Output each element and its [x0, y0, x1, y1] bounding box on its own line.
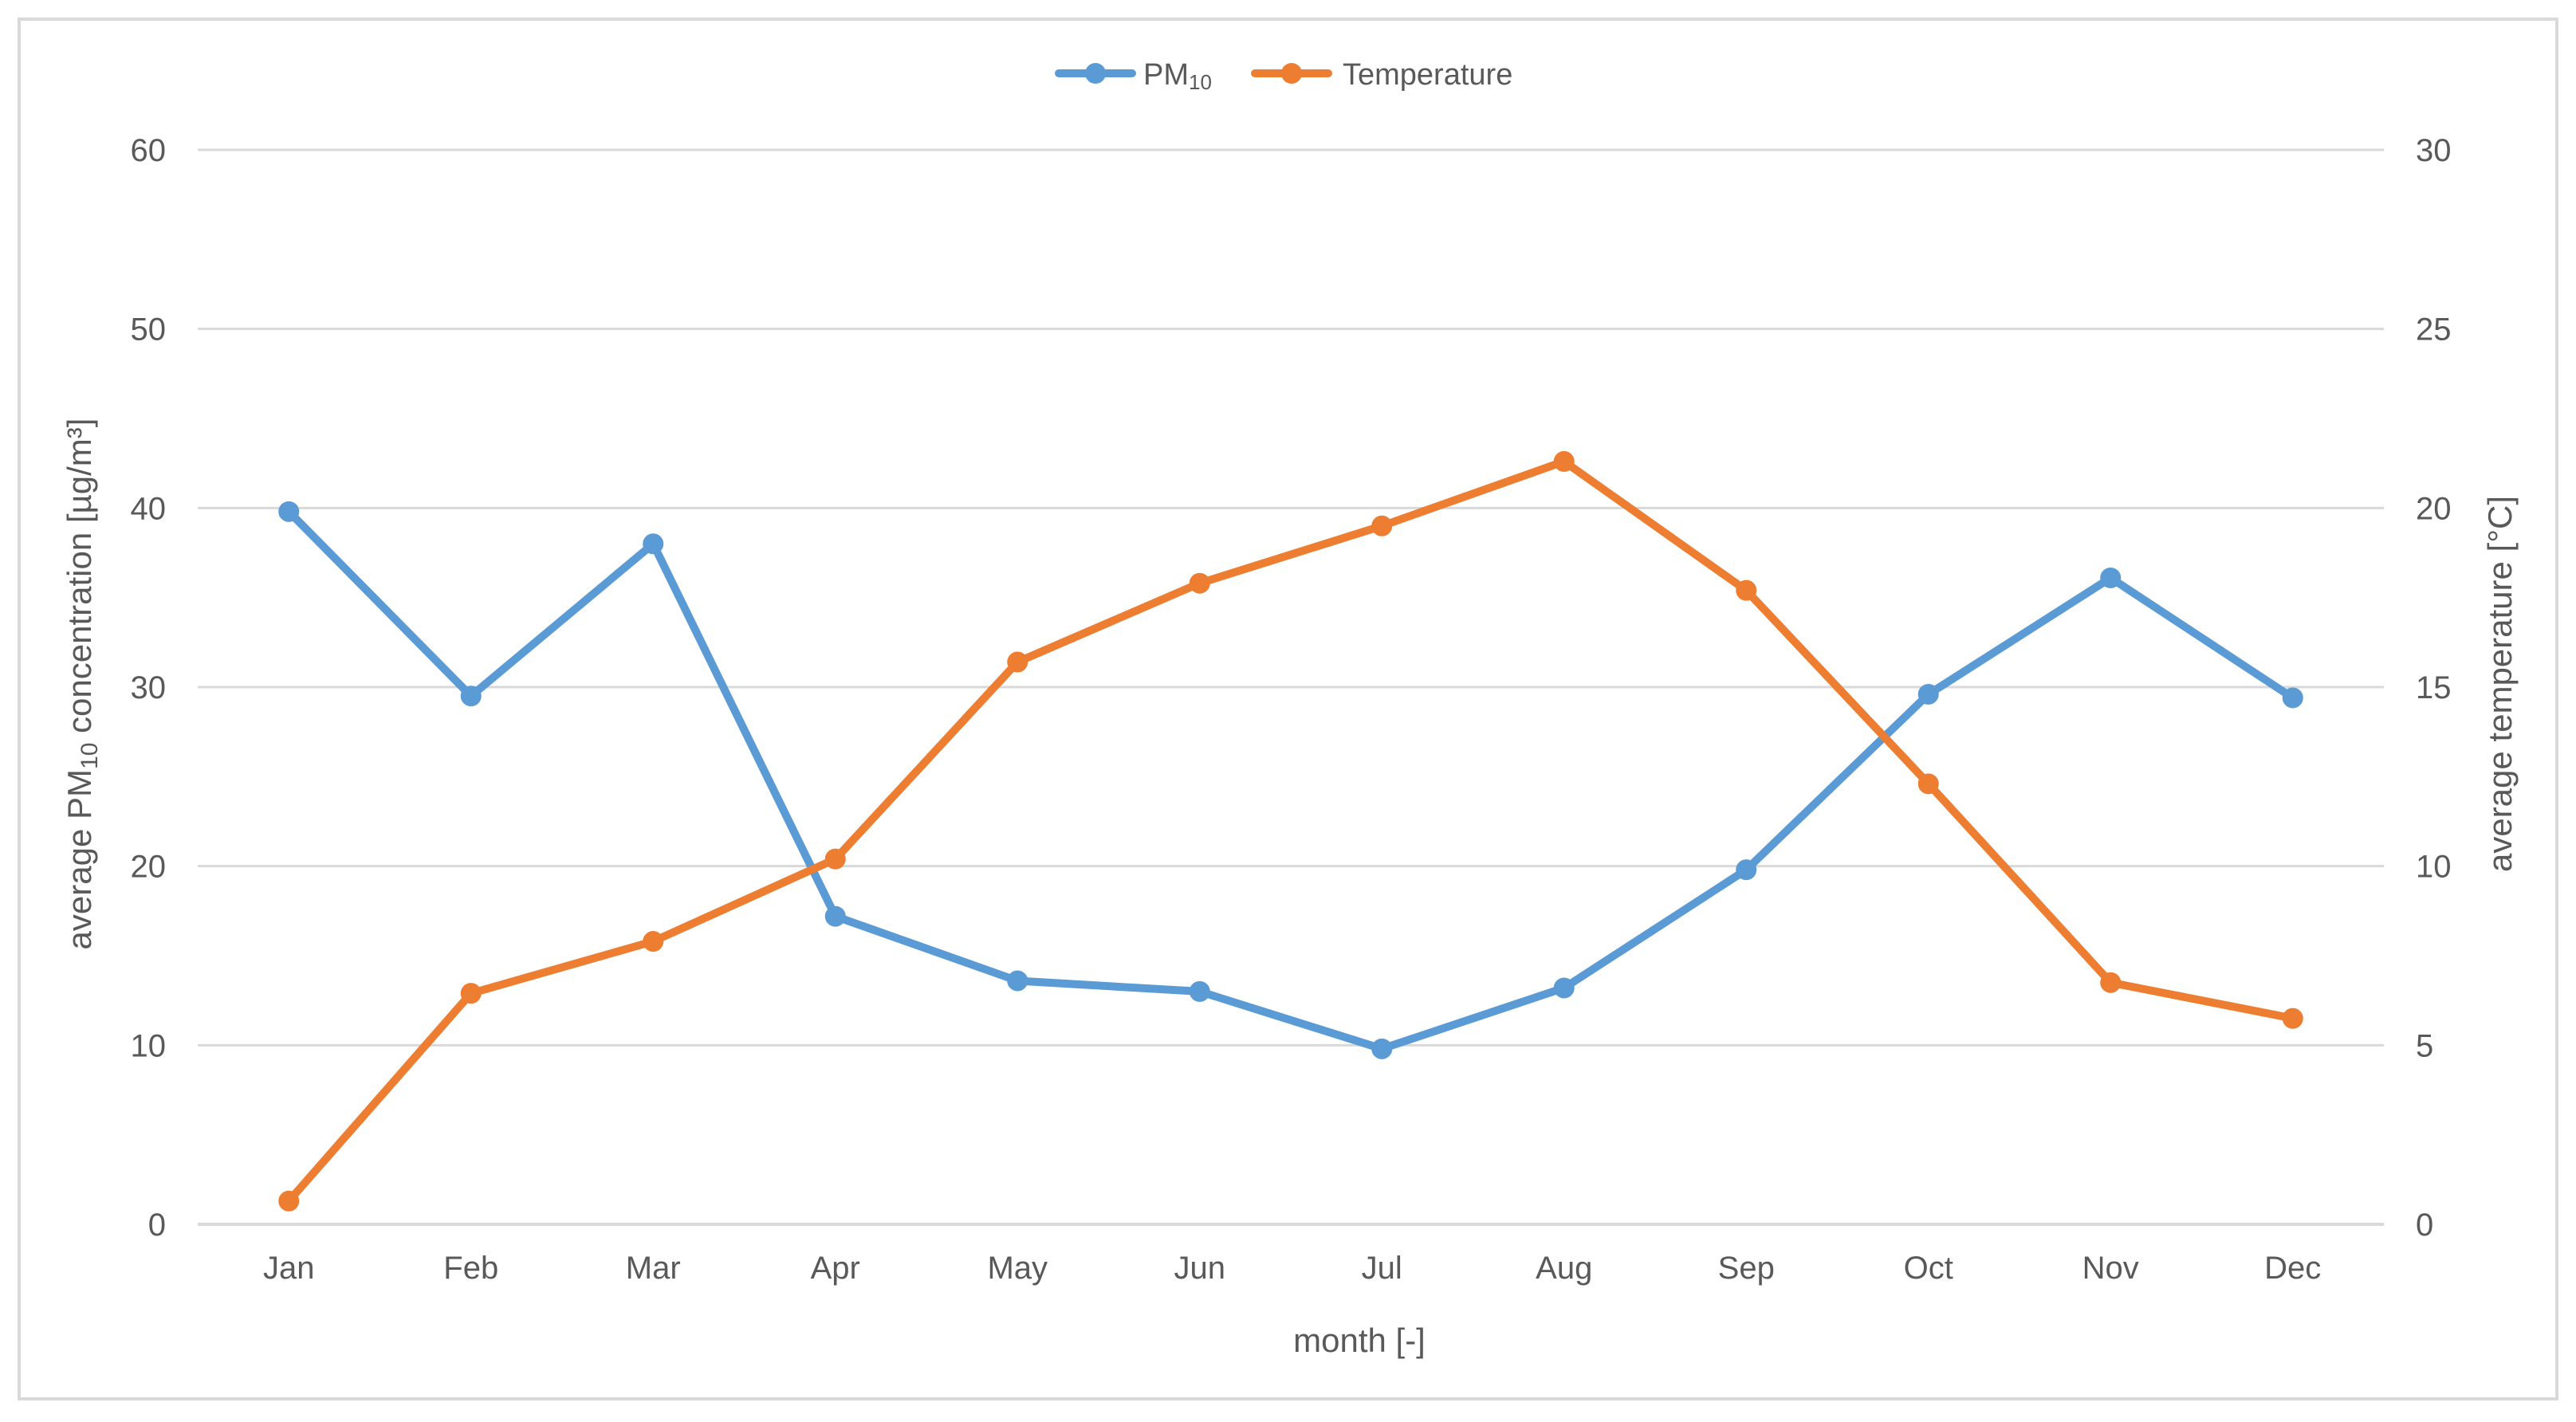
data-point-pm10 — [1736, 859, 1757, 881]
legend-pm10-label: PM10 — [1143, 58, 1212, 94]
data-point-pm10 — [278, 501, 300, 522]
x-axis-tick-label: May — [987, 1251, 1048, 1286]
right-axis-title: average temperature [°C] — [2481, 496, 2519, 872]
series-lines — [278, 450, 2303, 1212]
right-axis-tick-label: 20 — [2416, 491, 2452, 526]
data-point-temperature — [1553, 450, 1575, 472]
data-point-pm10 — [643, 533, 664, 555]
series-line-temperature — [285, 457, 2297, 1205]
x-axis-title: month [-] — [1293, 1322, 1426, 1359]
data-point-pm10 — [460, 685, 482, 707]
data-point-temperature — [643, 931, 664, 953]
legend-item-pm10[interactable]: PM10 — [1055, 58, 1212, 94]
chart-border — [18, 18, 2558, 1400]
data-point-temperature — [460, 983, 482, 1004]
data-point-temperature — [2282, 1008, 2303, 1029]
left-axis-tick-label: 30 — [131, 670, 167, 705]
data-point-pm10 — [1189, 980, 1210, 1002]
legend-pm10-label-base: PM — [1143, 58, 1189, 92]
x-axis-tick-label: Jul — [1362, 1251, 1402, 1286]
left-axis-title: average PM10 concentration [µg/m³] — [61, 418, 103, 950]
data-point-temperature — [2100, 972, 2122, 993]
data-point-temperature — [1189, 572, 1210, 594]
data-point-temperature — [1917, 773, 1939, 795]
left-axis-tick-label: 0 — [148, 1208, 166, 1243]
left-axis-tick-label: 10 — [131, 1028, 167, 1063]
right-axis-tick-label: 5 — [2416, 1028, 2433, 1063]
x-axis-ticks: Jan Feb Mar Apr May Jun Jul Aug Sep Oct Nov Dec — [263, 1251, 2321, 1286]
data-point-pm10 — [2100, 567, 2122, 588]
right-axis-tick-label: 10 — [2416, 850, 2452, 885]
x-axis-tick-label: Mar — [626, 1251, 681, 1286]
series-line-pm10 — [285, 507, 2297, 1053]
x-axis-tick-label: Jun — [1174, 1251, 1226, 1286]
right-axis-tick-label: 0 — [2416, 1208, 2433, 1243]
data-point-temperature — [1371, 515, 1393, 536]
legend-pm10-label-subscript: 10 — [1189, 70, 1212, 94]
data-point-temperature — [278, 1190, 300, 1212]
legend: PM10 Temperature — [1055, 58, 1512, 94]
data-point-temperature — [824, 848, 846, 870]
left-axis-title-subscript: 10 — [77, 743, 103, 769]
data-point-pm10 — [1371, 1038, 1393, 1059]
x-axis-tick-label: Apr — [811, 1251, 860, 1286]
legend-pm10-swatch-marker — [1085, 63, 1106, 84]
data-point-pm10 — [824, 905, 846, 927]
gridlines — [198, 148, 2384, 1226]
x-axis-tick-label: Feb — [443, 1251, 498, 1286]
data-point-pm10 — [1007, 970, 1028, 992]
left-axis-tick-label: 20 — [131, 850, 167, 885]
data-point-temperature — [1736, 579, 1757, 601]
x-axis-tick-label: Nov — [2082, 1251, 2139, 1286]
x-axis-tick-label: Jan — [263, 1251, 315, 1286]
left-axis-tick-label: 40 — [131, 491, 167, 526]
x-axis-tick-label: Sep — [1718, 1251, 1775, 1286]
data-point-temperature — [1007, 651, 1028, 673]
data-point-pm10 — [1553, 977, 1575, 999]
right-axis-tick-label: 15 — [2416, 670, 2452, 705]
left-axis-title-prefix: average PM — [61, 769, 98, 949]
legend-temperature-swatch-marker — [1281, 63, 1302, 84]
legend-item-temperature[interactable]: Temperature — [1251, 58, 1512, 92]
x-axis-tick-label: Oct — [1904, 1251, 1953, 1286]
left-axis-tick-label: 60 — [131, 133, 167, 168]
legend-temperature-label: Temperature — [1343, 58, 1512, 92]
left-axis-tick-label: 50 — [131, 312, 167, 348]
data-point-pm10 — [2282, 687, 2303, 709]
right-axis-ticks: 0 5 10 15 20 25 30 — [2416, 133, 2452, 1243]
left-axis-ticks: 0 10 20 30 40 50 60 — [131, 133, 167, 1243]
x-axis-tick-label: Aug — [1536, 1251, 1592, 1286]
data-point-pm10 — [1917, 683, 1939, 705]
right-axis-tick-label: 25 — [2416, 312, 2452, 348]
x-axis-tick-label: Dec — [2264, 1251, 2321, 1286]
right-axis-tick-label: 30 — [2416, 133, 2452, 168]
left-axis-title-suffix: concentration [µg/m³] — [61, 418, 98, 743]
